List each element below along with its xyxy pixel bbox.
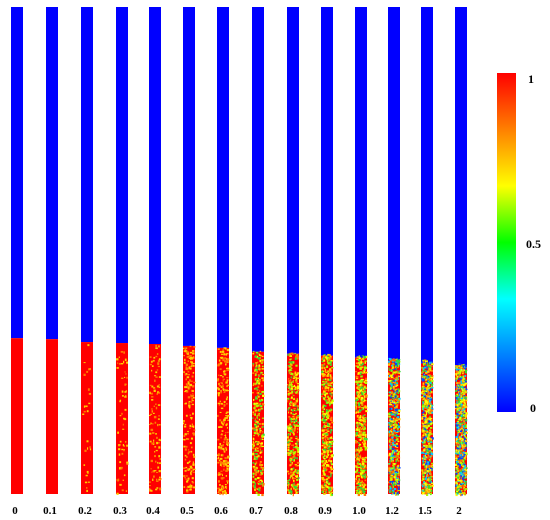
colorbar: 1 0.5 0 — [497, 72, 541, 415]
upper-phase-region — [11, 7, 23, 339]
upper-phase-region — [252, 7, 264, 352]
column-0 — [11, 7, 23, 494]
column-label: 1.5 — [418, 505, 432, 517]
mixing-speckles — [287, 352, 300, 497]
mixing-speckles — [355, 355, 368, 497]
column-label: 0.5 — [180, 505, 194, 517]
upper-phase-region — [321, 7, 333, 356]
column-label: 0.3 — [113, 505, 127, 517]
upper-phase-region — [46, 7, 58, 340]
mixing-speckles — [321, 353, 334, 497]
column-label: 2 — [456, 505, 462, 517]
mixing-speckles — [149, 344, 162, 492]
column-0.9 — [321, 7, 334, 497]
column-0.8 — [287, 7, 300, 497]
mixing-speckles — [116, 351, 129, 495]
colorbar-tick-0: 0 — [530, 401, 536, 415]
column-label: 0.2 — [78, 505, 92, 517]
mixing-speckles — [252, 350, 265, 497]
colorbar-tick-1: 1 — [528, 72, 534, 86]
lower-phase-region — [46, 339, 58, 494]
mixing-speckles — [421, 359, 434, 496]
column-label: 0.8 — [284, 505, 298, 517]
upper-phase-region — [183, 7, 195, 346]
column-0.7 — [252, 7, 265, 497]
upper-phase-region — [81, 7, 93, 343]
lower-phase-region — [116, 343, 128, 494]
column-1.0 — [355, 7, 368, 497]
column-1.2 — [388, 7, 401, 496]
upper-phase-region — [149, 7, 161, 345]
column-label: 0.9 — [318, 505, 332, 517]
column-label: 0.6 — [214, 505, 228, 517]
mixing-speckles — [217, 347, 230, 496]
column-0.1 — [46, 7, 58, 494]
column-panels — [11, 7, 468, 497]
mixing-speckles — [183, 345, 196, 493]
column-label: 0.1 — [43, 505, 57, 517]
column-label: 0 — [12, 505, 18, 517]
upper-phase-region — [421, 7, 433, 363]
column-0.2 — [81, 7, 93, 494]
column-0.6 — [217, 7, 230, 496]
column-2 — [455, 7, 468, 497]
upper-phase-region — [455, 7, 467, 368]
mixing-speckles — [82, 344, 92, 492]
mixing-speckles — [388, 357, 401, 496]
column-0.5 — [183, 7, 196, 494]
upper-phase-region — [355, 7, 367, 358]
upper-phase-region — [388, 7, 400, 361]
column-1.5 — [421, 7, 434, 496]
mixing-speckles — [455, 363, 468, 497]
lower-phase-region — [11, 338, 23, 494]
upper-phase-region — [217, 7, 229, 348]
column-label: 1.0 — [352, 505, 366, 517]
upper-phase-region — [116, 7, 128, 344]
upper-phase-region — [287, 7, 299, 354]
column-labels: 0 0.1 0.2 0.3 0.4 0.5 0.6 0.7 0.8 0.9 1.0 1.2 1.5 2 — [12, 505, 462, 517]
column-0.3 — [116, 7, 129, 495]
column-label: 0.7 — [249, 505, 263, 517]
colorbar-gradient — [497, 73, 516, 412]
lower-phase-region — [81, 342, 93, 494]
column-label: 1.2 — [385, 505, 399, 517]
colorbar-tick-0.5: 0.5 — [526, 237, 541, 251]
lower-phase-region — [149, 344, 161, 494]
column-label: 0.4 — [146, 505, 160, 517]
column-0.4 — [149, 7, 162, 494]
